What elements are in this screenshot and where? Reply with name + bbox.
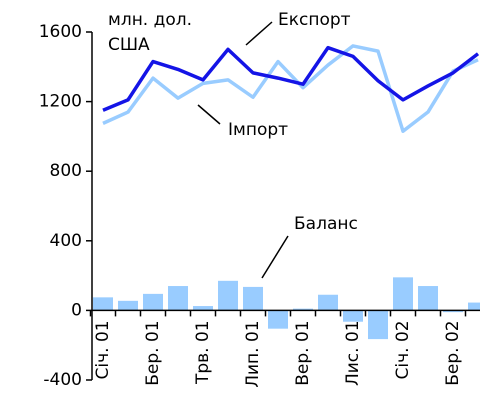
x-tick-label: Трв. 01 (193, 320, 213, 385)
line-series (102, 45, 480, 112)
leader-line (245, 21, 273, 46)
bar (318, 294, 338, 311)
x-tick-label: Вер. 01 (293, 320, 313, 385)
bar (268, 310, 288, 329)
bar (468, 302, 480, 311)
y-tick-label: 400 (50, 231, 82, 251)
bar (193, 306, 213, 311)
bar (418, 286, 438, 311)
bar (393, 277, 413, 311)
x-tick-label: Лип. 01 (243, 320, 263, 387)
line-series (102, 44, 479, 133)
annotation: Експорт (278, 10, 351, 30)
bar (243, 286, 263, 311)
bar (168, 286, 188, 311)
bar (143, 293, 163, 311)
y-tick-label: 1600 (39, 22, 82, 42)
bar (93, 297, 113, 311)
unit-label: США (108, 35, 150, 55)
bar (118, 300, 138, 311)
bar (293, 308, 313, 311)
x-tick-label: Січ. 01 (93, 320, 113, 379)
y-tick-label: 1200 (39, 92, 82, 112)
bar (218, 280, 238, 311)
y-tick-label: -400 (43, 370, 82, 390)
x-tick-label: Бер. 02 (443, 320, 463, 385)
x-tick-label: Січ. 02 (393, 320, 413, 379)
bar (368, 310, 388, 340)
annotation: Баланс (294, 214, 358, 234)
unit-label: млн. дол. (108, 10, 192, 30)
leader-line (197, 104, 221, 125)
bar (343, 310, 363, 322)
x-tick-label: Бер. 01 (143, 320, 163, 385)
leader-line (261, 235, 289, 279)
bar (443, 310, 463, 313)
y-tick-label: 0 (71, 300, 82, 320)
y-tick-label: 800 (50, 161, 82, 181)
x-tick-label: Лис. 01 (343, 320, 363, 386)
annotation: Імпорт (228, 120, 288, 140)
